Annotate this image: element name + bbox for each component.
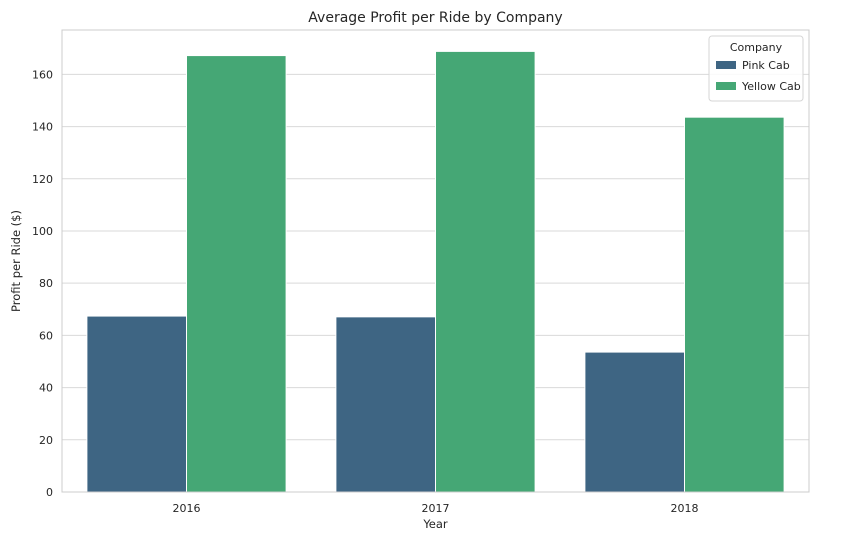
y-tick-label: 80 [39, 277, 53, 290]
legend-swatch-yellow-cab [716, 82, 736, 90]
chart-title: Average Profit per Ride by Company [308, 10, 562, 26]
x-tick-label: 2017 [422, 502, 450, 515]
bar-yellow-cab-2017 [435, 50, 536, 493]
bar-yellow-cab-2016 [186, 55, 287, 493]
y-tick-label: 60 [39, 329, 53, 342]
legend-title: Company [730, 41, 783, 54]
x-tick-label: 2016 [173, 502, 201, 515]
y-tick-label: 140 [32, 121, 53, 134]
x-axis-label: Year [422, 517, 448, 531]
bars [86, 50, 785, 493]
y-tick-label: 40 [39, 382, 53, 395]
legend: Company Pink Cab Yellow Cab [708, 35, 804, 102]
y-tick-label: 0 [46, 486, 53, 499]
y-tick-label: 100 [32, 225, 53, 238]
y-tick-label: 20 [39, 434, 53, 447]
bar-yellow-cab-2018 [684, 116, 785, 493]
plot-frame [61, 29, 810, 493]
bar-pink-cab-2017 [335, 316, 436, 493]
y-axis-label: Profit per Ride ($) [9, 210, 23, 312]
y-tick-label: 160 [32, 68, 53, 81]
legend-label-pink-cab: Pink Cab [742, 59, 790, 72]
x-tick-labels: 2016 2017 2018 [173, 502, 699, 515]
y-tick-labels: 0 20 40 60 80 100 120 140 160 [32, 68, 53, 499]
legend-label-yellow-cab: Yellow Cab [741, 80, 801, 93]
y-tick-label: 120 [32, 173, 53, 186]
legend-swatch-pink-cab [716, 61, 736, 69]
bar-pink-cab-2016 [86, 315, 187, 493]
x-tick-label: 2018 [671, 502, 699, 515]
bar-pink-cab-2018 [584, 351, 686, 493]
